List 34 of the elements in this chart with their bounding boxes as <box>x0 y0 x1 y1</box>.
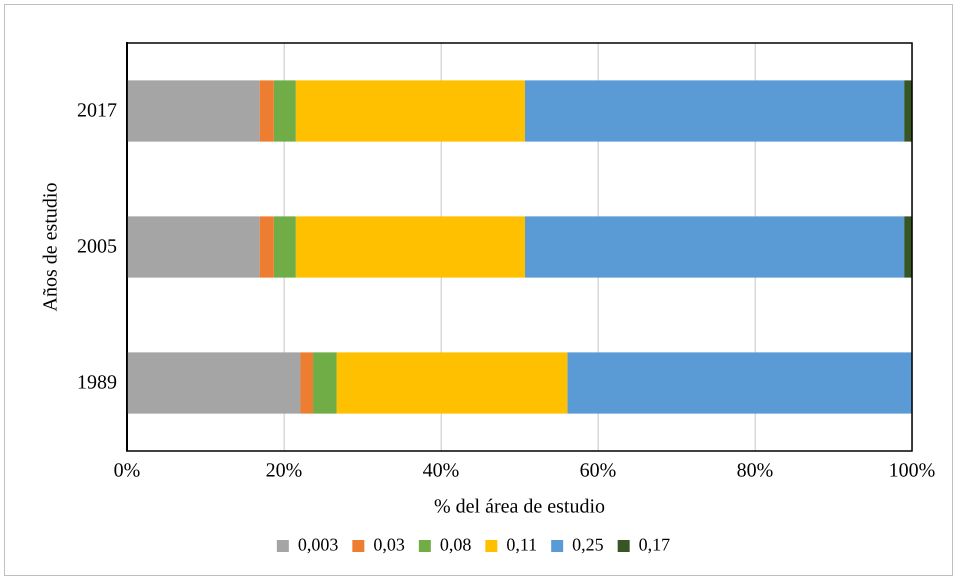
legend-label: 0,11 <box>506 534 538 555</box>
legend-label: 0,03 <box>373 534 405 555</box>
bar <box>274 80 296 142</box>
legend-label: 0,003 <box>298 534 338 555</box>
bar <box>313 352 337 414</box>
legend-label: 0,25 <box>572 534 604 555</box>
bar <box>567 352 912 414</box>
y-tick-label: 2005 <box>77 235 117 258</box>
legend-label: 0,08 <box>440 534 472 555</box>
x-tick-label: 60% <box>580 459 616 482</box>
x-axis-title: % del área de estudio <box>434 495 606 518</box>
legend-label: 0,17 <box>638 534 670 555</box>
bar <box>300 352 314 414</box>
bar <box>904 216 912 278</box>
bar <box>296 216 525 278</box>
x-tick-label: 20% <box>266 459 302 482</box>
bar <box>128 352 300 414</box>
bar <box>904 80 912 142</box>
bar <box>260 80 274 142</box>
bar <box>524 80 904 142</box>
bar <box>524 216 904 278</box>
bar <box>128 216 260 278</box>
x-tick-label: 0% <box>114 459 140 482</box>
bar <box>336 352 568 414</box>
y-axis-title: Años de estudio <box>39 182 62 312</box>
bar <box>260 216 274 278</box>
bar <box>128 80 260 142</box>
y-tick-label: 2017 <box>77 99 117 122</box>
x-tick-label: 100% <box>888 459 936 482</box>
y-tick-label: 1989 <box>77 371 117 394</box>
bar <box>296 80 525 142</box>
x-tick-label: 80% <box>736 459 774 482</box>
x-tick-label: 40% <box>422 459 460 482</box>
bar <box>274 216 296 278</box>
